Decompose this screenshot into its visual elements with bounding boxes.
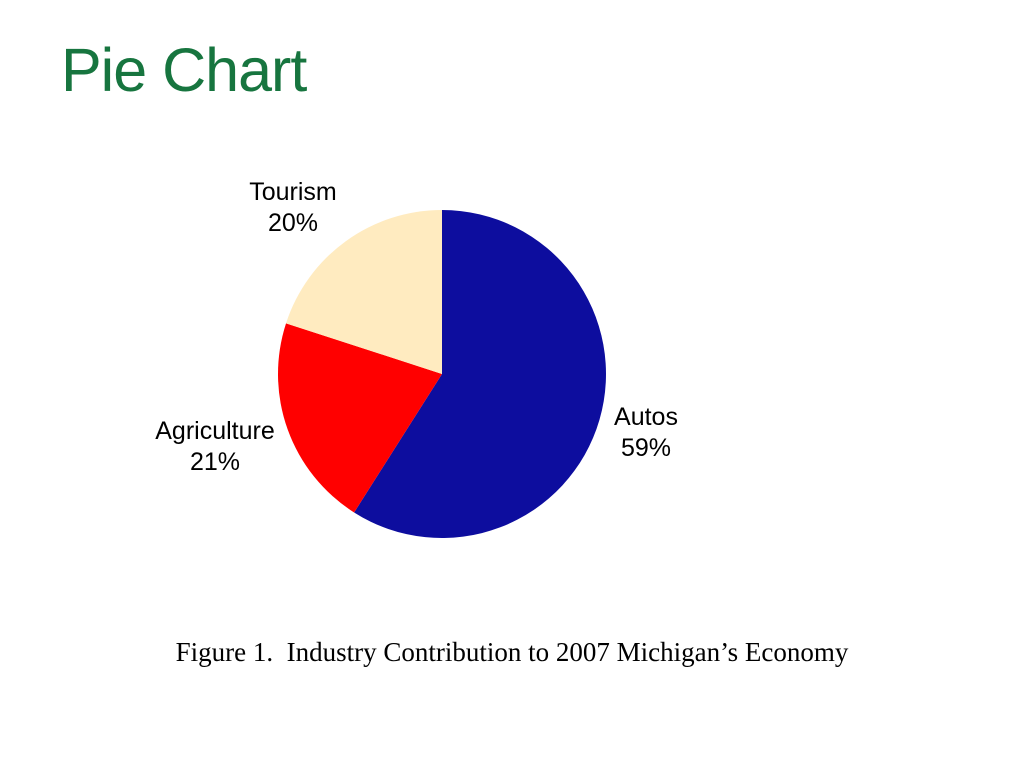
slice-label-autos-pct: 59%	[620, 434, 672, 462]
pie-slice-autos	[354, 210, 606, 539]
pie-slice-tourism	[286, 210, 442, 374]
slice-label-autos-name: Autos	[614, 403, 678, 431]
slice-label-agriculture-name: Agriculture	[155, 417, 275, 445]
slide-title: Pie Chart	[61, 36, 307, 104]
pie-slice-agriculture	[278, 323, 442, 513]
slice-label-tourism: Tourism 20%	[249, 177, 337, 239]
slice-label-tourism-pct: 20%	[267, 209, 319, 237]
slice-label-tourism-name: Tourism	[249, 178, 337, 206]
figure-caption: Figure 1. Industry Contribution to 2007 …	[175, 637, 849, 667]
slice-label-agriculture-pct: 21%	[189, 448, 241, 476]
slice-label-autos: Autos 59%	[614, 402, 678, 464]
slice-label-agriculture: Agriculture 21%	[155, 416, 275, 478]
